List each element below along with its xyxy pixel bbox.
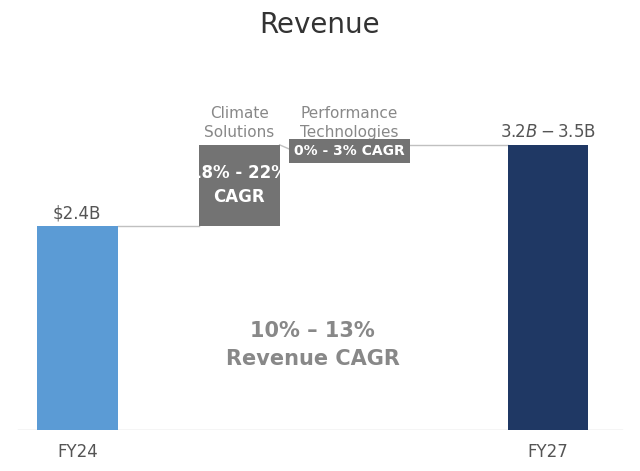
Text: FY24: FY24	[57, 443, 98, 461]
Text: FY27: FY27	[527, 443, 568, 461]
Text: $2.4B: $2.4B	[53, 204, 102, 222]
Text: Performance
Technologies: Performance Technologies	[300, 106, 399, 140]
Bar	[508, 145, 588, 430]
Text: 0% - 3% CAGR: 0% - 3% CAGR	[294, 144, 404, 158]
Text: 10% – 13%
Revenue CAGR: 10% – 13% Revenue CAGR	[226, 321, 399, 369]
Title: Revenue: Revenue	[260, 11, 380, 39]
Text: $3.2B - $3.5B: $3.2B - $3.5B	[500, 123, 596, 141]
Bar	[37, 226, 118, 430]
Bar	[198, 145, 280, 226]
Text: 18% - 22%
CAGR: 18% - 22% CAGR	[190, 164, 288, 206]
Text: Climate
Solutions: Climate Solutions	[204, 106, 274, 140]
Bar	[309, 145, 390, 158]
